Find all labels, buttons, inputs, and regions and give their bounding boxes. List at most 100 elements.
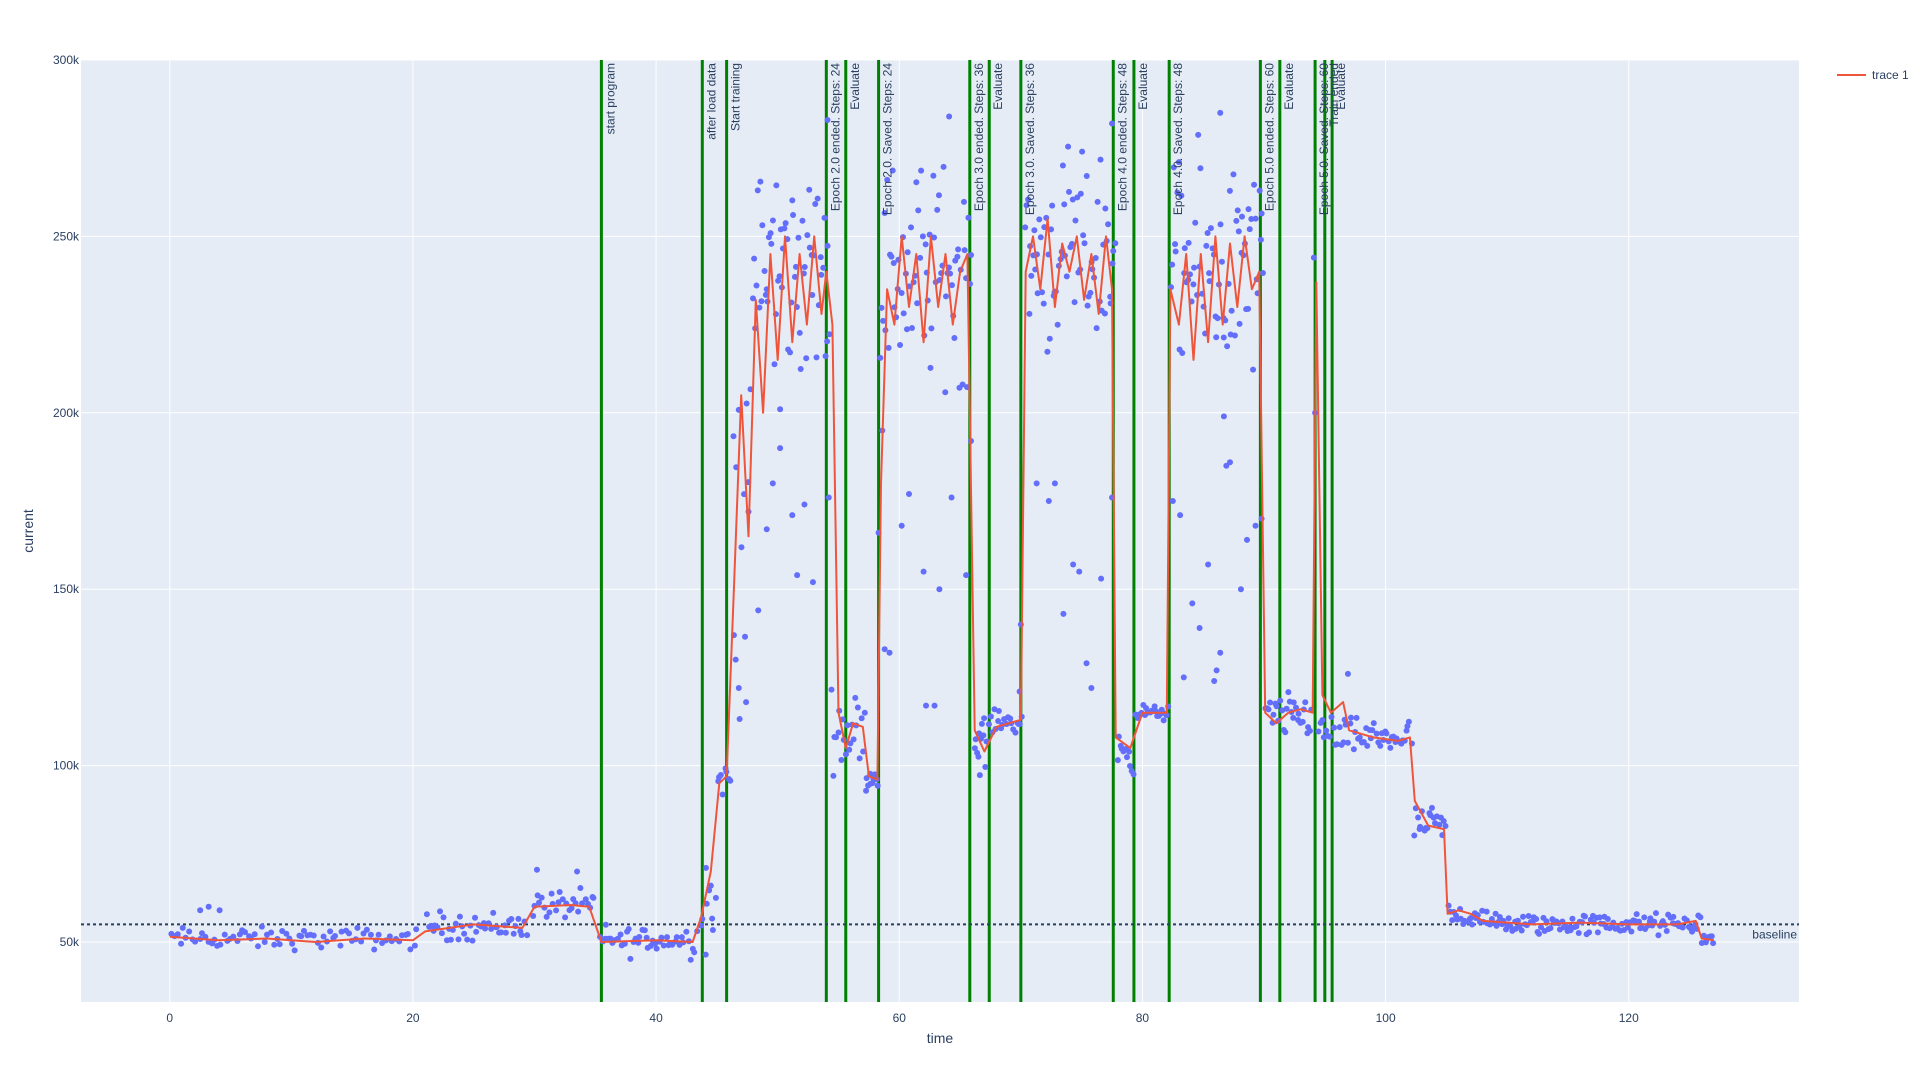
data-point	[1417, 823, 1424, 830]
event-label: Evaluate	[991, 63, 1005, 110]
data-point	[1092, 254, 1099, 261]
data-point	[627, 955, 634, 962]
data-point	[258, 923, 265, 930]
data-point	[1518, 927, 1525, 934]
data-point	[1282, 729, 1289, 736]
data-point	[771, 361, 778, 368]
data-point	[942, 389, 949, 396]
data-point	[447, 936, 454, 943]
data-point	[1060, 610, 1067, 617]
data-point	[1248, 216, 1255, 223]
data-point	[1285, 689, 1292, 696]
data-point	[1127, 762, 1134, 769]
data-point	[1077, 190, 1084, 197]
data-point	[923, 702, 930, 709]
data-point	[881, 646, 888, 653]
data-point	[1290, 699, 1297, 706]
y-tick-label: 200k	[53, 406, 80, 420]
data-point	[743, 400, 750, 407]
data-point	[562, 914, 569, 921]
data-point	[1189, 600, 1196, 607]
data-point	[1340, 739, 1347, 746]
data-point	[582, 896, 589, 903]
data-point	[1169, 498, 1176, 505]
data-point	[838, 757, 845, 764]
data-point	[971, 745, 978, 752]
data-point	[1130, 771, 1137, 778]
baseline-label: baseline	[1752, 927, 1797, 941]
data-point	[1586, 929, 1593, 936]
event-label: Epoch 3.0. Saved. Steps: 36	[1023, 63, 1037, 215]
data-point	[954, 253, 961, 260]
data-point	[289, 940, 296, 947]
data-point	[1547, 925, 1554, 932]
data-point	[559, 896, 566, 903]
data-point	[1175, 159, 1182, 166]
data-point	[1315, 728, 1322, 735]
data-point	[946, 113, 953, 120]
data-point	[751, 255, 758, 262]
data-point	[407, 946, 414, 953]
data-point	[1170, 164, 1177, 171]
data-point	[869, 780, 876, 787]
data-point	[574, 868, 581, 875]
data-point	[920, 568, 927, 575]
data-point	[830, 772, 837, 779]
data-point	[1172, 248, 1179, 255]
data-point	[842, 751, 849, 758]
data-point	[1258, 210, 1265, 217]
data-point	[796, 329, 803, 336]
data-point	[440, 914, 447, 921]
data-point	[812, 200, 819, 207]
data-point	[641, 927, 648, 934]
data-point	[473, 928, 480, 935]
data-point	[1226, 459, 1233, 466]
data-point	[1251, 181, 1258, 188]
data-point	[707, 882, 714, 889]
data-point	[1652, 910, 1659, 917]
data-point	[1224, 343, 1231, 350]
data-point	[1259, 269, 1266, 276]
data-point	[1344, 739, 1351, 746]
data-point	[221, 931, 228, 938]
data-point	[1536, 930, 1543, 937]
data-point	[898, 290, 905, 297]
data-point	[216, 907, 223, 914]
legend[interactable]: trace 1	[1837, 68, 1909, 82]
data-point	[1196, 625, 1203, 632]
data-point	[1479, 907, 1486, 914]
data-point	[178, 940, 185, 947]
data-point	[464, 936, 471, 943]
data-point	[903, 326, 910, 333]
data-point	[1604, 916, 1611, 923]
data-point	[1028, 272, 1035, 279]
data-point	[1213, 334, 1220, 341]
data-point	[217, 941, 224, 948]
data-point	[653, 945, 660, 952]
data-point	[878, 304, 885, 311]
data-point	[1031, 227, 1038, 234]
data-point	[975, 753, 982, 760]
data-point	[1236, 320, 1243, 327]
event-label: Start training	[729, 63, 743, 131]
y-tick-label: 150k	[53, 582, 80, 596]
data-point	[535, 899, 542, 906]
event-label: Epoch 4.0 ended. Steps: 48	[1115, 63, 1129, 211]
data-point	[490, 909, 497, 916]
data-point	[797, 365, 804, 372]
data-point	[1203, 242, 1210, 249]
data-point	[1596, 914, 1603, 921]
legend-label-trace-1[interactable]: trace 1	[1872, 68, 1909, 82]
data-point	[1087, 289, 1094, 296]
data-point	[1440, 817, 1447, 824]
data-point	[995, 718, 1002, 725]
data-point	[1045, 498, 1052, 505]
data-point	[1025, 196, 1032, 203]
data-point	[205, 903, 212, 910]
data-point	[1180, 674, 1187, 681]
data-point	[1190, 281, 1197, 288]
data-point	[1051, 480, 1058, 487]
y-tick-label: 50k	[60, 935, 80, 949]
data-point	[930, 172, 937, 179]
data-point	[363, 926, 370, 933]
